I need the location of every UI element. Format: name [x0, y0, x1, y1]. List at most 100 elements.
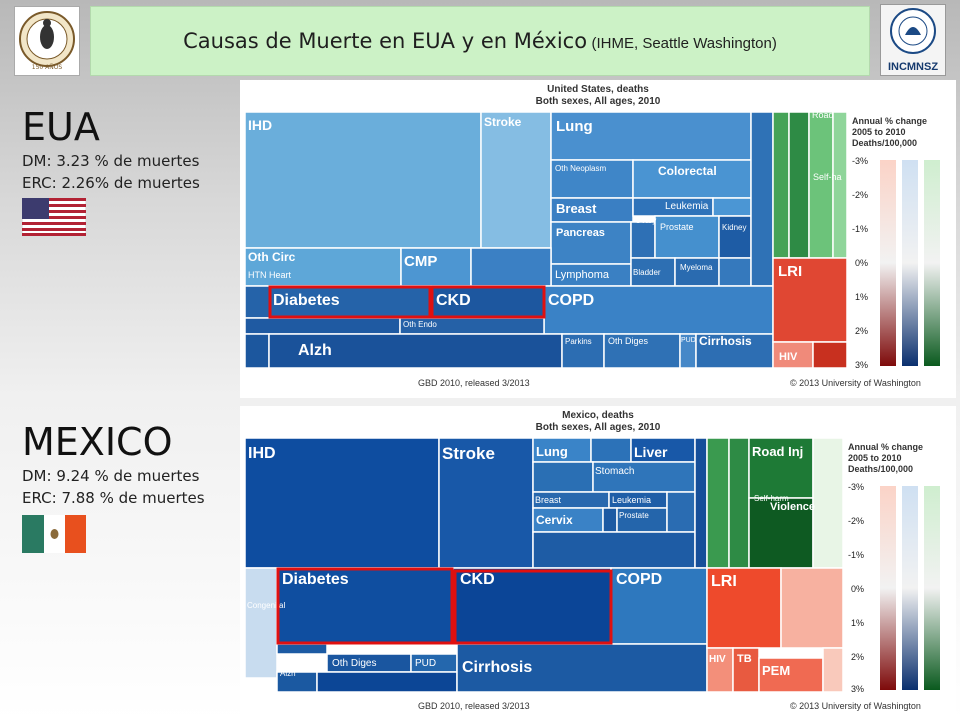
usa-label-htn-heart: HTN Heart — [248, 270, 292, 280]
mexico-block-pink2 — [822, 647, 844, 693]
mexico-block-green1 — [706, 437, 730, 569]
usa-block-cmp — [400, 247, 472, 287]
usa-label-ckd: CKD — [436, 292, 471, 309]
usa-label-alzh: Alzh — [298, 342, 332, 359]
mexico-label-road-inj: Road Inj — [752, 444, 803, 459]
usa-block-misc5 — [244, 333, 270, 369]
mexico-label-self-harm: Self-harm — [754, 494, 789, 503]
usa-block-cirrhosis — [695, 333, 774, 369]
usa-block-green3 — [808, 111, 834, 259]
mexico-block-congenital — [244, 567, 278, 679]
usa-label-copd: COPD — [548, 292, 594, 309]
mexico-block-hiv — [706, 647, 734, 693]
usa-block-oth-diges — [603, 333, 681, 369]
usa-label-diabetes: Diabetes — [273, 292, 340, 309]
usa-label-myeloma: Myeloma — [680, 263, 713, 272]
mexico-label-tb: TB — [737, 653, 752, 665]
mexico-block-misc6 — [694, 437, 708, 569]
mexico-section: MEXICO DM: 9.24 % de muertes ERC: 7.88 %… — [22, 423, 205, 558]
mexico-block-misc2 — [532, 461, 594, 493]
mexico-label-liver: Liver — [634, 444, 668, 460]
usa-legend: Annual % change 2005 to 2010 Deaths/100,… — [852, 116, 940, 370]
usa-block-ihd — [244, 111, 482, 249]
mexico-label-congenital: Congenital — [247, 601, 285, 610]
legend-text: 150 AÑOS — [32, 64, 63, 71]
usa-diabetes-highlight — [268, 285, 432, 319]
usa-block-ovary — [630, 221, 656, 259]
mexico-label-cervix: Cervix — [536, 513, 573, 527]
legend-text: 1% — [855, 292, 868, 302]
legend-text: 0% — [851, 584, 864, 594]
mexico-label-diabetes: Diabetes — [282, 571, 349, 588]
usa-label-oth-diges: Oth Diges — [608, 336, 649, 346]
legend-text: 2005 to 2010 — [852, 127, 906, 137]
usa-label-kidney: Kidney — [722, 223, 746, 232]
mexico-block-green2 — [728, 437, 750, 569]
usa-section: EUA DM: 3.23 % de muertes ERC: 2.26% de … — [21, 108, 200, 241]
usa-label-stroke: Stroke — [484, 115, 522, 129]
usa-label-oth-neoplasm: Oth Neoplasm — [555, 164, 606, 173]
mexico-block-misc4 — [666, 491, 696, 533]
mexico-label-hiv: HIV — [709, 654, 726, 665]
legend-text: -3% — [848, 482, 864, 492]
usa-label-cirrhosis: Cirrhosis — [699, 334, 752, 348]
mexico-treemap-panel: Mexico, deaths Both sexes, All ages, 201… — [240, 406, 956, 716]
usa-block-misc2 — [718, 257, 752, 287]
legend-text: -1% — [852, 224, 868, 234]
country-name-mexico: MEXICO — [22, 420, 173, 464]
mexico-label-copd: COPD — [616, 571, 662, 588]
mexico-chart-title: Mexico, deaths — [562, 410, 634, 421]
usa-dm-stat: DM: 3.23 % de muertes — [22, 152, 200, 170]
legend-text: 3% — [851, 684, 864, 694]
mexico-flag-icon — [22, 515, 205, 558]
mexico-label-ckd: CKD — [460, 571, 495, 588]
mexico-block-misc5 — [532, 531, 696, 569]
usa-block-red2 — [812, 341, 848, 369]
mexico-label-ihd: IHD — [248, 445, 276, 462]
legend-text: -2% — [848, 516, 864, 526]
usa-label-oth-endo: Oth Endo — [403, 320, 437, 329]
usa-label-pancreas: Pancreas — [556, 227, 605, 239]
mexico-label-leukemia: Leukemia — [612, 495, 651, 505]
usa-block-prostate — [654, 215, 720, 259]
usa-label-cmp: CMP — [404, 253, 437, 270]
usa-block-green1 — [772, 111, 790, 259]
usa-block-stroke — [480, 111, 552, 249]
mexico-block-misc7 — [276, 643, 328, 655]
usa-ckd-highlight — [430, 285, 546, 319]
mexico-dm-stat: DM: 9.24 % de muertes — [22, 467, 200, 485]
usa-erc-stat: ERC: 2.26% de muertes — [22, 174, 200, 192]
mexico-block-copd — [610, 567, 708, 645]
usa-label-colorectal: Colorectal — [658, 164, 717, 178]
usa-flag-icon — [21, 197, 200, 241]
usa-footer-right: © 2013 University of Washington — [790, 378, 921, 388]
mexico-label-pem: PEM — [762, 663, 790, 678]
mexico-block-pem — [758, 657, 824, 693]
mexico-label-oth-diges: Oth Diges — [332, 658, 376, 669]
usa-label-leukemia: Leukemia — [665, 201, 709, 212]
university-seal-logo: 150 AÑOS — [14, 6, 80, 76]
mexico-block-diabetes — [276, 567, 454, 645]
usa-block-lri — [772, 257, 848, 343]
mexico-block-misc3 — [602, 507, 618, 533]
usa-block-green4 — [832, 111, 848, 259]
mexico-footer-right: © 2013 University of Washington — [790, 701, 921, 711]
usa-chart-subtitle: Both sexes, All ages, 2010 — [536, 96, 661, 107]
usa-block-alzh — [268, 333, 563, 369]
mexico-block-lri — [706, 567, 782, 649]
mexico-label-stomach: Stomach — [595, 466, 634, 477]
mexico-label-violence: Violence — [770, 501, 815, 513]
usa-block-ckd — [430, 285, 545, 319]
legend-text: 3% — [855, 360, 868, 370]
legend-text: Deaths/100,000 — [852, 138, 917, 148]
usa-block-misc3 — [750, 111, 774, 287]
usa-label-lymphoma: Lymphoma — [555, 269, 610, 281]
usa-block-misc1 — [712, 197, 752, 217]
mexico-label-alzh: Alzh — [280, 669, 296, 678]
usa-label-oth-circ: Oth Circ — [248, 250, 296, 264]
usa-chart-title: United States, deaths — [547, 84, 649, 95]
header-bar: Causas de Muerte en EUA y en México (IHM… — [90, 6, 870, 76]
usa-block-copd — [543, 285, 774, 335]
legend-text: Annual % change — [852, 116, 927, 126]
mexico-block-stroke — [438, 437, 534, 569]
